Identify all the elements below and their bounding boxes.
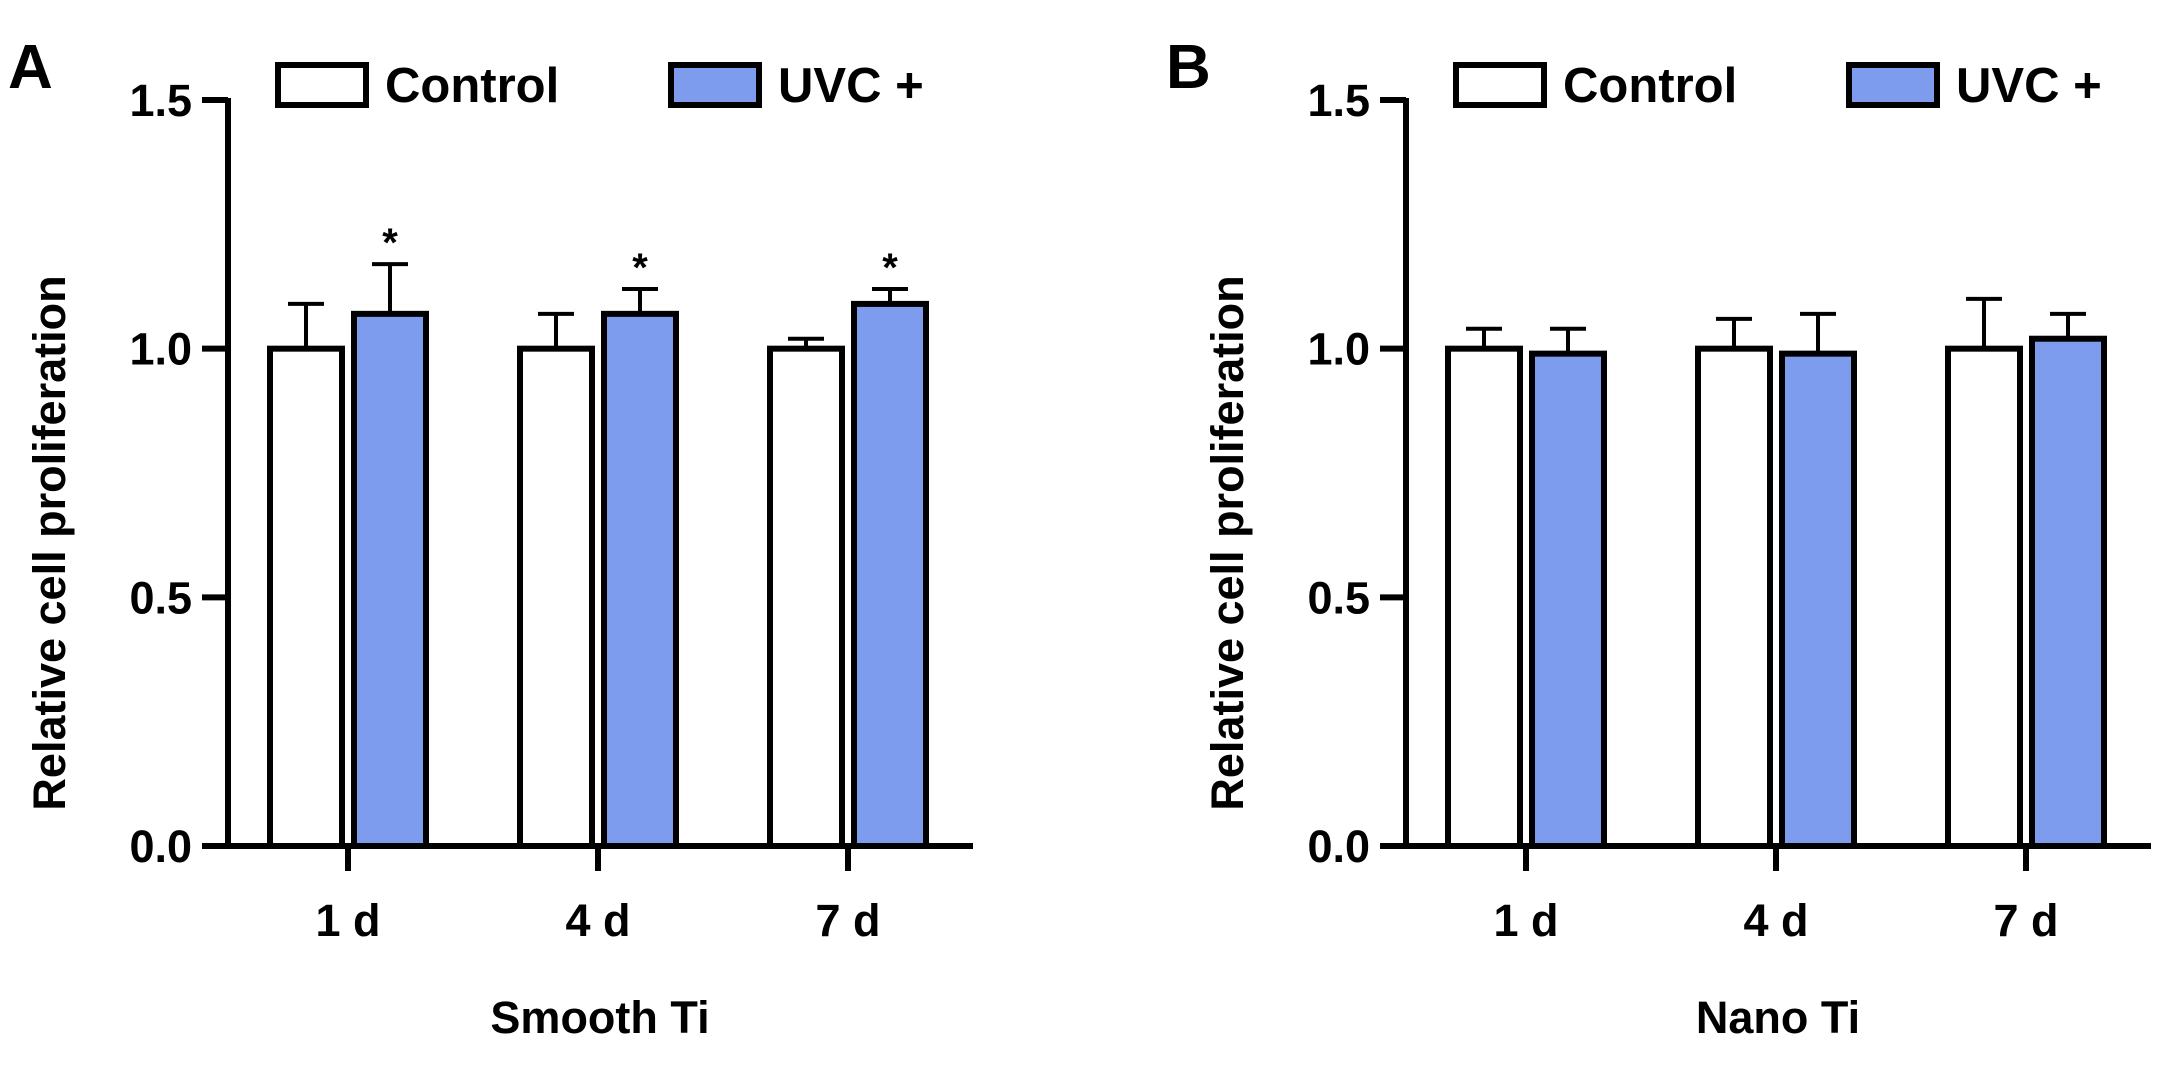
x-axis-title: Nano Ti: [1696, 992, 1860, 1043]
chart-panel-b: B 0.0 0.5 1.0 1.5 Relative cell proliferation…: [1166, 33, 2151, 1043]
significance-marker: *: [882, 246, 898, 290]
y-tick-label: 0.0: [1307, 821, 1370, 872]
y-tick-label: 1.0: [129, 324, 192, 375]
y-tick-label: 0.0: [129, 821, 192, 872]
bar-control-4d: [1695, 345, 1773, 849]
legend-control-swatch: [275, 62, 369, 108]
significance-marker: *: [632, 246, 648, 290]
legend-uvc-label: UVC +: [778, 59, 924, 113]
x-tick-label: 7 d: [815, 895, 880, 946]
y-axis-title: Relative cell proliferation: [1202, 275, 1253, 810]
y-axis-title: Relative cell proliferation: [24, 275, 75, 810]
panel-letter: A: [8, 33, 53, 102]
chart-panel-a: A 0.0 0.5 1.0 1.5 Relative cell proliferation…: [8, 33, 973, 1043]
bar-uvc-4d: [1779, 350, 1857, 849]
legend-control-label: Control: [1563, 59, 1737, 113]
y-tick-label: 1.5: [1307, 75, 1370, 126]
panel-letter: B: [1166, 33, 1211, 102]
bar-control-7d: [1945, 345, 2023, 849]
x-tick-label: 1 d: [315, 895, 380, 946]
bar-control-1d: [1445, 345, 1523, 849]
y-tick-label: 1.0: [1307, 324, 1370, 375]
significance-marker: *: [382, 221, 398, 265]
y-tick-label: 0.5: [129, 572, 192, 623]
bar-uvc-7d: [2029, 335, 2107, 849]
bar-uvc-1d: [351, 310, 429, 849]
x-tick-label: 4 d: [1743, 895, 1808, 946]
bar-control-1d: [267, 345, 345, 849]
x-tick-label: 7 d: [1993, 895, 2058, 946]
legend-control-swatch: [1453, 62, 1547, 108]
bar-uvc-1d: [1529, 350, 1607, 849]
bar-control-4d: [517, 345, 595, 849]
bar-uvc-4d: [601, 310, 679, 849]
legend-uvc-swatch: [668, 62, 762, 108]
x-tick-label: 4 d: [565, 895, 630, 946]
bar-uvc-7d: [851, 300, 929, 849]
legend-uvc-label: UVC +: [1956, 59, 2102, 113]
legend-uvc-swatch: [1846, 62, 1940, 108]
bar-control-7d: [767, 345, 845, 849]
y-tick-label: 0.5: [1307, 572, 1370, 623]
x-axis-title: Smooth Ti: [490, 992, 709, 1043]
legend-control-label: Control: [385, 59, 559, 113]
y-tick-label: 1.5: [129, 75, 192, 126]
x-tick-label: 1 d: [1493, 895, 1558, 946]
